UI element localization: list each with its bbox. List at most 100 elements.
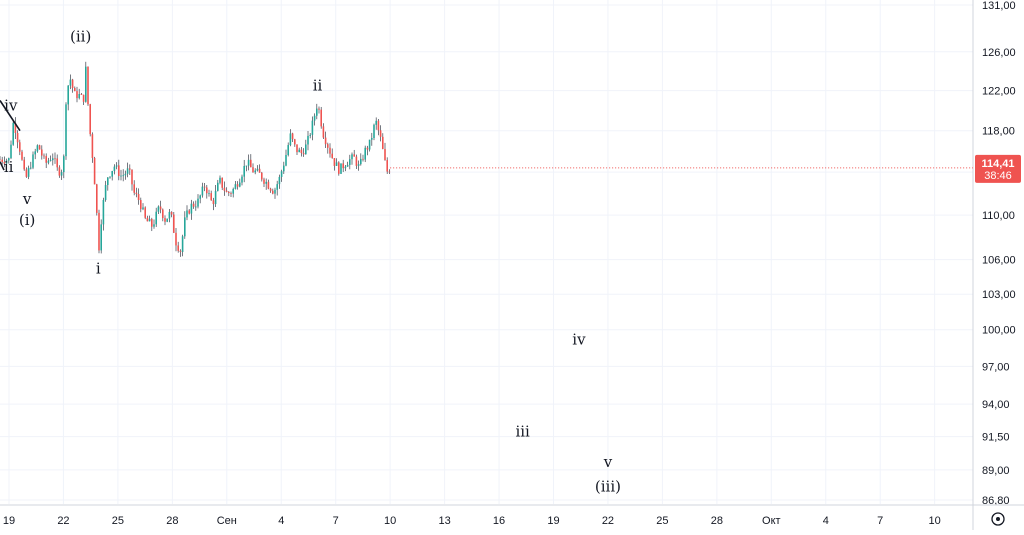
candle-body xyxy=(168,211,171,219)
x-tick-label: Окт xyxy=(762,515,781,527)
y-tick-label: 131,00 xyxy=(982,0,1016,12)
candle-body xyxy=(122,175,124,177)
candle-body xyxy=(8,158,10,161)
candle-body xyxy=(120,175,122,177)
candle-body xyxy=(56,158,58,168)
candle-body xyxy=(375,120,377,125)
candle-body xyxy=(155,211,157,225)
wave-label: v xyxy=(603,453,613,471)
candle-body xyxy=(82,94,85,102)
candle-body xyxy=(129,168,131,170)
candle-body xyxy=(357,164,360,166)
candle-body xyxy=(272,190,274,194)
candle-body xyxy=(208,193,210,194)
y-tick-label: 126,00 xyxy=(982,47,1016,59)
candle-body xyxy=(366,147,369,150)
y-tick-label: 122,00 xyxy=(982,86,1016,98)
candle-body xyxy=(188,210,190,214)
x-tick-label: 25 xyxy=(656,515,668,527)
wave-label: v xyxy=(22,190,32,208)
candle-body xyxy=(140,200,142,210)
candle-body xyxy=(74,88,76,92)
candle-body xyxy=(349,159,351,165)
y-tick-label: 103,00 xyxy=(982,289,1016,301)
candle-body xyxy=(177,245,179,251)
candle-body xyxy=(344,166,347,169)
y-tick-label: 94,00 xyxy=(982,399,1010,411)
chart-settings-icon[interactable] xyxy=(991,512,1005,526)
candle-body xyxy=(43,155,45,157)
x-tick-label: 7 xyxy=(877,515,883,527)
candle-body xyxy=(353,154,355,157)
candle-body xyxy=(159,206,162,210)
x-tick-label: 7 xyxy=(333,515,339,527)
candle-body xyxy=(153,224,155,227)
candle-body xyxy=(142,207,144,210)
candle-body xyxy=(362,158,364,160)
x-tick-label: 25 xyxy=(112,515,124,527)
x-tick-label: 22 xyxy=(602,515,614,527)
candle-body xyxy=(173,214,175,233)
candle-body xyxy=(318,108,320,110)
candle-body xyxy=(107,177,109,186)
candle-body xyxy=(283,165,285,172)
candle-body xyxy=(131,169,133,185)
candle-body xyxy=(96,184,98,213)
candle-body xyxy=(58,167,61,176)
candle-body xyxy=(201,186,204,196)
candle-body xyxy=(45,156,47,163)
candle-body xyxy=(368,139,371,150)
candle-body xyxy=(210,193,212,201)
y-tick-label: 118,00 xyxy=(982,126,1015,138)
candle-body xyxy=(19,142,21,152)
gear-outline xyxy=(991,512,1005,526)
candle-body xyxy=(89,104,91,135)
candle-body xyxy=(192,203,195,207)
candle-body xyxy=(30,167,32,169)
candle-body xyxy=(197,198,199,207)
last-price-box xyxy=(975,154,1021,183)
grid xyxy=(0,0,973,504)
candle-body xyxy=(98,212,100,251)
candle-body xyxy=(214,190,217,205)
candle-body xyxy=(364,147,366,160)
wave-label: (ii) xyxy=(70,27,91,45)
candle-body xyxy=(217,182,219,191)
candle-body xyxy=(52,158,54,161)
wave-label: ii xyxy=(4,158,14,176)
candle-body xyxy=(124,173,127,176)
candle-body xyxy=(331,153,333,159)
y-tick-label: 86,80 xyxy=(982,495,1010,507)
candle-body xyxy=(291,133,294,140)
candle-body xyxy=(203,186,206,188)
candle-body xyxy=(3,161,6,164)
y-tick-label: 97,00 xyxy=(982,361,1010,373)
candle-body xyxy=(69,79,72,86)
candle-body xyxy=(113,166,116,172)
candle-body xyxy=(104,185,107,200)
candle-body xyxy=(256,168,259,171)
candle-body xyxy=(351,154,353,160)
candle-body xyxy=(184,217,186,237)
y-tick-label: 89,00 xyxy=(982,465,1010,477)
candle-body xyxy=(93,157,96,185)
candle-body xyxy=(219,177,221,183)
candle-body xyxy=(225,190,228,192)
y-tick-label: 106,00 xyxy=(982,255,1016,267)
candle-body xyxy=(111,171,113,177)
candle-body xyxy=(373,124,375,138)
candle-body xyxy=(263,179,265,184)
candle-body xyxy=(164,218,166,222)
x-tick-label: 10 xyxy=(384,515,396,527)
candle-body xyxy=(144,207,146,218)
candle-body xyxy=(206,187,208,194)
candle-body xyxy=(327,144,329,148)
bar-countdown: 38:46 xyxy=(984,170,1012,182)
candle-body xyxy=(21,151,23,160)
candle-body xyxy=(49,160,52,161)
wave-label: iv xyxy=(572,330,586,348)
candle-body xyxy=(236,184,239,187)
candle-body xyxy=(324,137,327,145)
